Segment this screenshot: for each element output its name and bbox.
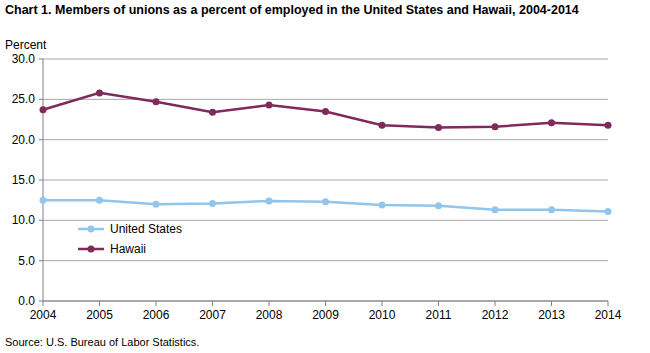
y-tick xyxy=(39,220,43,221)
point xyxy=(605,122,612,129)
x-tick-label: 2005 xyxy=(86,308,113,322)
x-tick xyxy=(551,301,552,306)
x-tick-label: 2004 xyxy=(30,308,57,322)
x-tick xyxy=(212,301,213,306)
grid-line xyxy=(43,220,608,221)
y-tick xyxy=(39,301,43,302)
y-tick-label: 15.0 xyxy=(12,173,36,187)
grid-line xyxy=(43,260,608,261)
plot-area xyxy=(40,89,612,215)
point xyxy=(96,89,103,96)
x-tick xyxy=(438,301,439,306)
x-tick xyxy=(608,301,609,306)
point xyxy=(435,124,442,131)
chart: Chart 1. Members of unions as a percent … xyxy=(0,0,650,353)
x-tick-label: 2011 xyxy=(426,308,452,322)
x-tick-label: 2012 xyxy=(482,308,509,322)
x-tick xyxy=(43,301,44,306)
point xyxy=(548,206,555,213)
x-tick-label: 2008 xyxy=(256,308,283,322)
series-line xyxy=(43,93,608,128)
point xyxy=(153,201,160,208)
point xyxy=(40,197,47,204)
legend-marker xyxy=(88,246,95,253)
point xyxy=(492,206,499,213)
y-tick xyxy=(39,180,43,181)
x-tick xyxy=(325,301,326,306)
grid-line xyxy=(43,180,608,181)
title: Chart 1. Members of unions as a percent … xyxy=(5,3,579,17)
point xyxy=(605,208,612,215)
grid-line xyxy=(43,99,608,100)
y-axis-label: Percent xyxy=(5,38,47,52)
x-tick xyxy=(495,301,496,306)
x-tick-label: 2014 xyxy=(595,308,622,322)
point xyxy=(322,108,329,115)
y-tick-label: 30.0 xyxy=(12,52,36,66)
legend-marker xyxy=(88,226,95,233)
point xyxy=(548,119,555,126)
point xyxy=(96,197,103,204)
x-tick-label: 2013 xyxy=(538,308,565,322)
legend-label: United States xyxy=(110,222,182,236)
x-tick-label: 2010 xyxy=(369,308,396,322)
point xyxy=(266,101,273,108)
point xyxy=(322,198,329,205)
grid-line xyxy=(43,139,608,140)
y-tick xyxy=(39,99,43,100)
y-tick-label: 20.0 xyxy=(12,133,36,147)
y-tick-label: 25.0 xyxy=(12,92,36,106)
x-tick-label: 2009 xyxy=(312,308,339,322)
source: Source: U.S. Bureau of Labor Statistics. xyxy=(5,336,199,348)
x-tick xyxy=(269,301,270,306)
point xyxy=(153,98,160,105)
grid-line xyxy=(43,59,608,60)
point xyxy=(266,197,273,204)
x-tick xyxy=(382,301,383,306)
x-tick-label: 2006 xyxy=(143,308,170,322)
y-tick-label: 5.0 xyxy=(18,254,35,268)
point xyxy=(379,122,386,129)
x-tick-label: 2007 xyxy=(199,308,226,322)
y-axis xyxy=(43,59,44,301)
y-tick xyxy=(39,260,43,261)
point xyxy=(435,202,442,209)
point xyxy=(209,200,216,207)
legend-label: Hawaii xyxy=(110,242,146,256)
point xyxy=(209,109,216,116)
y-tick xyxy=(39,59,43,60)
y-tick-label: 0.0 xyxy=(18,294,35,308)
point xyxy=(492,123,499,130)
point xyxy=(40,106,47,113)
point xyxy=(379,202,386,209)
x-tick xyxy=(156,301,157,306)
x-tick xyxy=(99,301,100,306)
y-tick xyxy=(39,139,43,140)
y-tick-label: 10.0 xyxy=(12,213,36,227)
